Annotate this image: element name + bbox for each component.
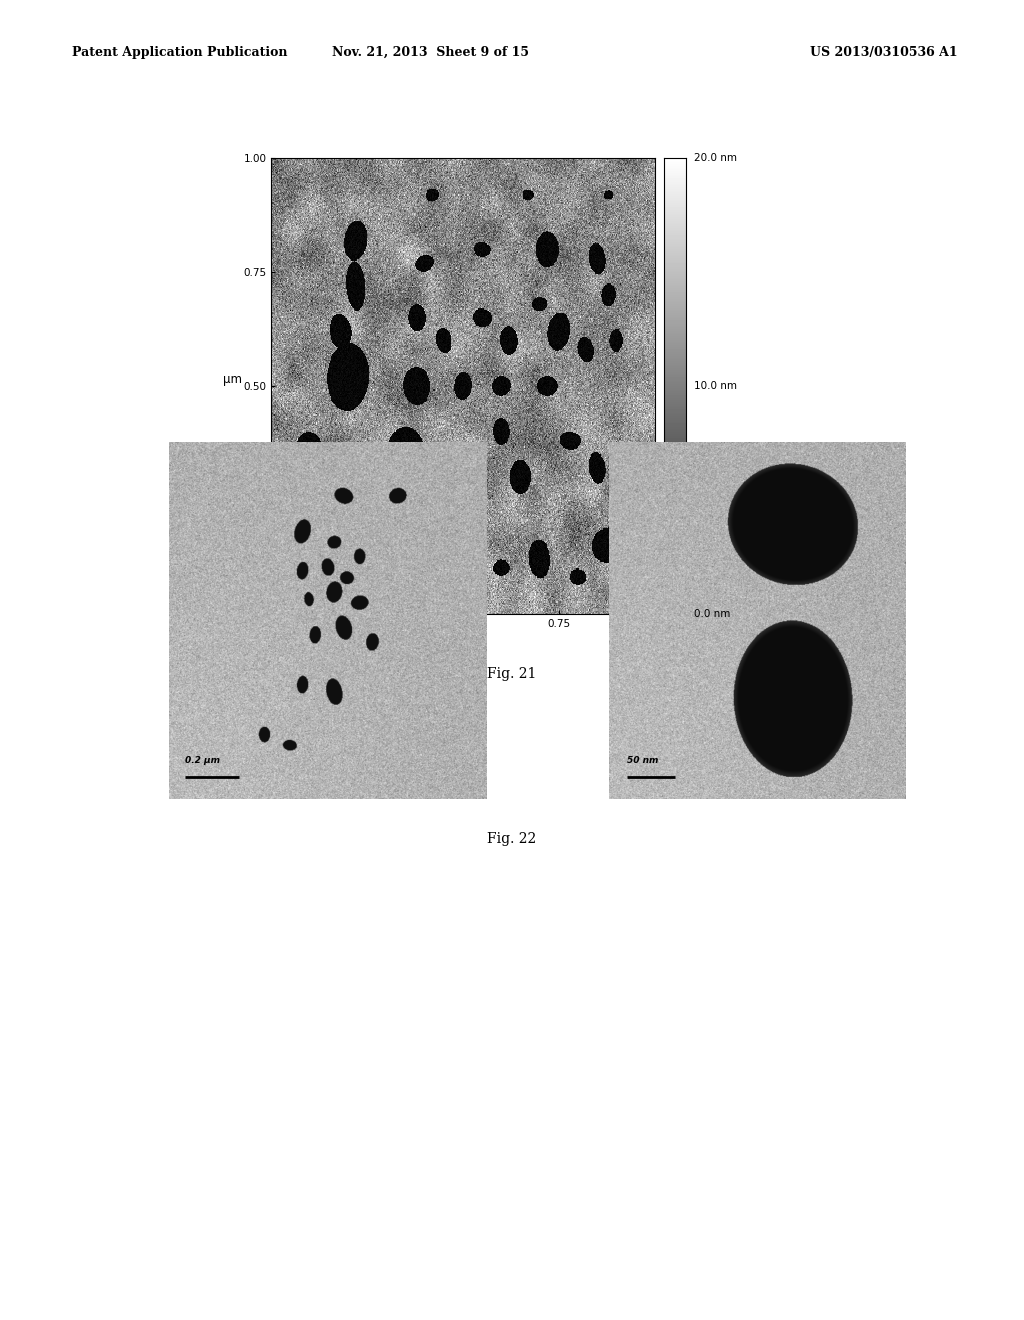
Text: 50 nm: 50 nm [627,756,658,766]
Text: Fig. 21: Fig. 21 [487,667,537,681]
Text: US 2013/0310536 A1: US 2013/0310536 A1 [810,46,957,59]
Text: 0.2 μm: 0.2 μm [184,756,220,766]
X-axis label: μm: μm [454,634,473,647]
Text: Fig. 22: Fig. 22 [487,832,537,846]
Text: 10.0 nm: 10.0 nm [694,381,737,391]
Text: 20.0 nm: 20.0 nm [694,153,737,164]
Y-axis label: μm: μm [223,374,242,385]
Text: Nov. 21, 2013  Sheet 9 of 15: Nov. 21, 2013 Sheet 9 of 15 [332,46,528,59]
Text: Patent Application Publication: Patent Application Publication [72,46,287,59]
Text: 0.0 nm: 0.0 nm [694,609,731,619]
